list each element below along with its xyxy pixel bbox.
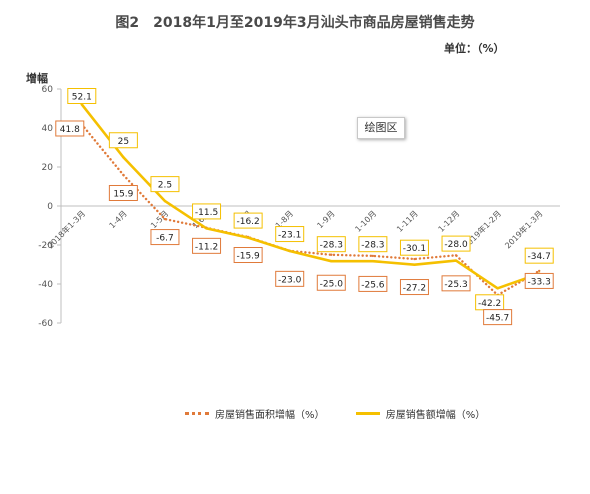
data-label-area: -27.2 — [403, 284, 426, 294]
series-line-amount — [80, 103, 541, 290]
data-label-area-box — [358, 275, 388, 292]
data-label-area-box — [524, 272, 554, 289]
data-label-area: -25.6 — [361, 280, 385, 290]
data-label-amount-box — [233, 212, 263, 229]
x-tick-label: 2018年1-3月 — [45, 208, 87, 250]
legend-item-area: 房屋销售面积增幅（%） — [185, 406, 325, 421]
unit-label: 单位：（%） — [444, 42, 505, 55]
data-label-amount: -30.1 — [403, 244, 426, 254]
y-axis-title: 增幅 — [26, 72, 48, 85]
data-label-area: 15.9 — [113, 189, 133, 199]
data-label-area: -11.2 — [195, 242, 218, 252]
x-tick-label: 1-10月 — [353, 209, 378, 234]
data-label-amount-box — [441, 235, 471, 252]
data-point-amount — [413, 263, 416, 266]
data-label-amount: -23.1 — [278, 231, 301, 241]
data-label-area-box — [192, 237, 222, 254]
data-point-area — [122, 173, 125, 177]
data-label-amount-box — [150, 176, 180, 193]
data-point-area — [413, 257, 416, 261]
data-point-amount — [163, 199, 167, 203]
data-point-amount — [330, 259, 333, 263]
legend-item-amount: 房屋销售额增幅（%） — [355, 406, 486, 421]
data-point-amount — [371, 259, 375, 263]
y-tick-label: -40 — [38, 280, 53, 290]
x-tick-label: 1-4月 — [108, 209, 129, 230]
series-line-area — [80, 123, 541, 297]
data-label-area-box — [483, 309, 513, 326]
data-label-area: -23.0 — [278, 275, 302, 285]
legend-label-area: 房屋销售面积增幅（%） — [215, 410, 325, 421]
legend-swatch-area — [185, 412, 209, 415]
data-label-amount: -42.2 — [478, 299, 501, 309]
data-label-amount: -28.3 — [320, 241, 343, 251]
data-point-amount — [122, 156, 125, 159]
data-label-amount: -11.5 — [195, 208, 218, 218]
data-label-amount: -28.3 — [361, 241, 384, 251]
data-label-area-box — [399, 279, 429, 296]
data-label-area-box — [316, 274, 346, 291]
legend: 房屋销售面积增幅（%） 房屋销售额增幅（%） — [185, 406, 513, 421]
data-label-area: -45.7 — [486, 314, 509, 324]
data-point-area — [330, 253, 333, 256]
data-point-area — [538, 269, 541, 273]
data-label-amount: -28.0 — [444, 240, 468, 250]
data-point-amount — [205, 227, 208, 230]
data-label-amount-box — [399, 239, 429, 256]
data-label-area-box — [55, 120, 85, 137]
data-point-area — [371, 254, 375, 258]
data-label-amount: 52.1 — [72, 93, 92, 103]
data-label-amount-box — [192, 203, 222, 220]
data-label-area: 41.8 — [60, 125, 80, 135]
data-point-amount — [454, 259, 458, 262]
data-point-area — [454, 254, 458, 257]
data-label-area-box — [233, 247, 263, 264]
data-label-area-box — [150, 229, 180, 246]
x-tick-label: 1-11月 — [395, 209, 420, 234]
data-label-area-box — [108, 184, 138, 201]
y-tick-label: 40 — [42, 124, 54, 134]
data-label-amount: 25 — [118, 137, 129, 147]
data-point-amount — [246, 236, 250, 239]
x-tick-label: 1-9月 — [315, 209, 336, 230]
legend-label-amount: 房屋销售额增幅（%） — [385, 410, 486, 421]
data-point-amount — [288, 249, 291, 253]
data-label-amount-box — [524, 247, 554, 264]
y-tick-label: 0 — [47, 202, 53, 212]
data-label-amount: -16.2 — [236, 217, 259, 227]
legend-swatch-amount — [355, 412, 380, 415]
data-label-area: -25.0 — [320, 279, 344, 289]
data-label-amount-box — [275, 226, 305, 243]
y-tick-label: 60 — [42, 85, 54, 95]
plot-area-label: 绘图区 — [357, 117, 405, 139]
data-label-amount-box — [358, 236, 388, 253]
data-label-amount: 2.5 — [158, 181, 172, 191]
data-label-amount-box — [67, 88, 97, 104]
data-label-area-box — [441, 275, 471, 292]
x-tick-label: 2019年1-3月 — [503, 208, 545, 250]
data-label-area: -15.9 — [236, 252, 260, 262]
data-label-area-box — [275, 270, 305, 287]
x-tick-label: 1-12月 — [437, 209, 462, 234]
y-tick-label: -20 — [38, 241, 53, 251]
data-label-amount-box — [108, 132, 138, 149]
data-label-area: -6.7 — [156, 234, 174, 244]
data-label-area: -25.3 — [444, 280, 467, 290]
y-tick-label: 20 — [42, 163, 54, 173]
data-label-amount: -34.7 — [528, 252, 551, 262]
y-tick-label: -60 — [38, 319, 53, 329]
data-label-area: -33.3 — [528, 277, 551, 287]
data-label-amount-box — [316, 236, 346, 253]
data-point-area — [163, 217, 167, 221]
chart-title: 图2 2018年1月至2019年3月汕头市商品房屋销售走势 — [115, 15, 475, 31]
data-point-amount — [496, 287, 499, 290]
